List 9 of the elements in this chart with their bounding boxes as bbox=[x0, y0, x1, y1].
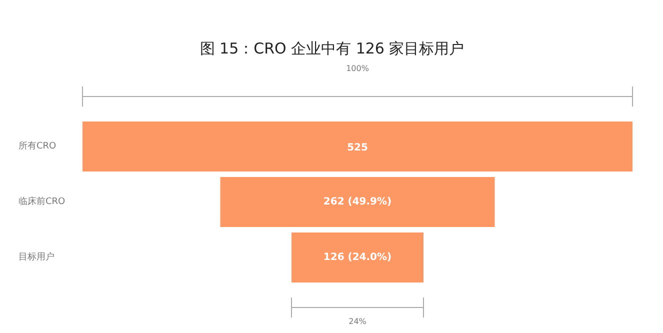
data-label: 262 (49.9%) bbox=[323, 196, 392, 208]
category-label: 目标用户 bbox=[18, 252, 54, 262]
text: 图 15：CRO 企业中有 126 家目标用户 bbox=[200, 40, 464, 58]
text: 100% bbox=[346, 64, 370, 73]
text: 24% bbox=[348, 317, 367, 326]
data-label: 525 bbox=[347, 142, 368, 154]
category-label: 所有CRO bbox=[18, 140, 56, 152]
category-label: 临床前CRO bbox=[18, 196, 66, 207]
data-label: 126 (24.0%) bbox=[323, 252, 392, 263]
